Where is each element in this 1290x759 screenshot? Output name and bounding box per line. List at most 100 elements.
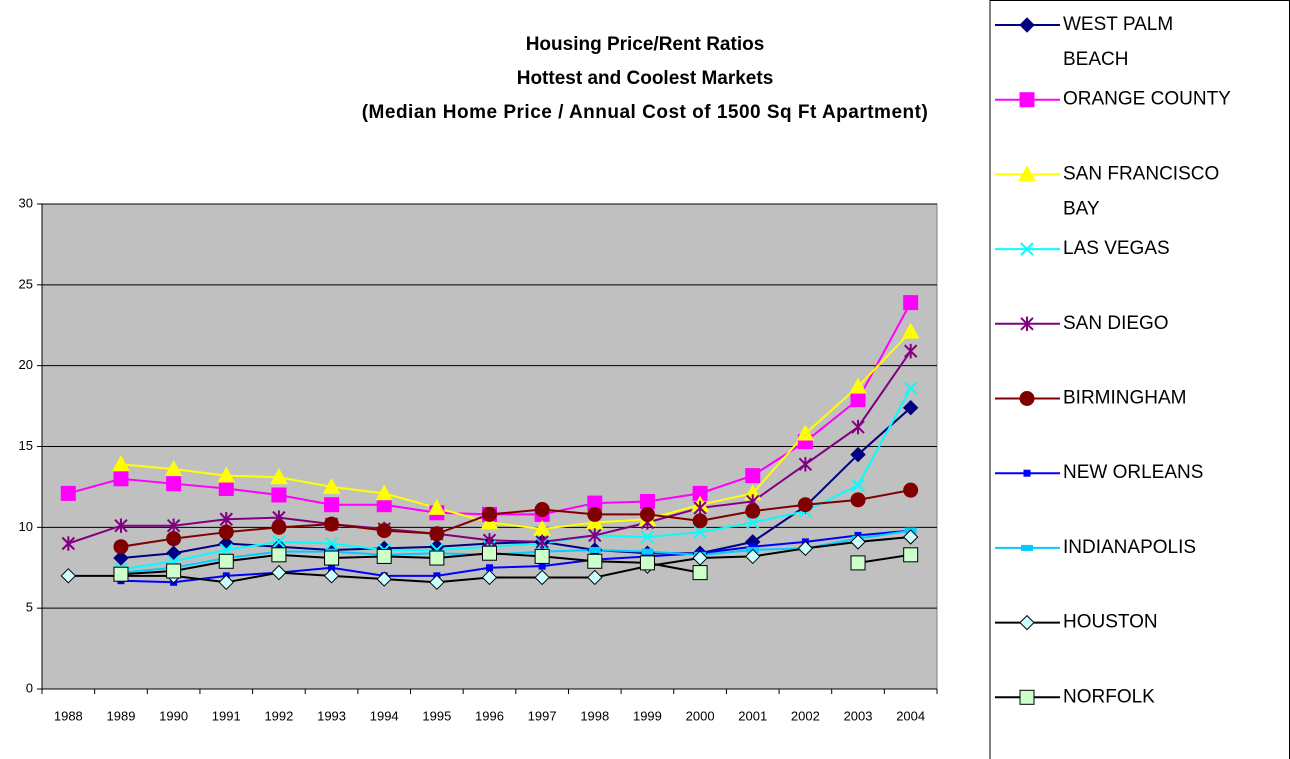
marker (902, 529, 919, 545)
marker (1019, 92, 1035, 108)
marker (745, 468, 761, 484)
legend-label: HOUSTON (1063, 612, 1158, 633)
y-tick-label: 25 (19, 276, 33, 291)
x-tick-label: 2002 (791, 708, 820, 723)
marker (481, 569, 498, 586)
marker (903, 381, 918, 396)
y-tick-label: 10 (19, 519, 33, 534)
series-line (120, 331, 912, 530)
marker (1018, 165, 1036, 182)
marker (113, 539, 129, 555)
series-line (120, 552, 911, 576)
legend-label: INDIANAPOLIS (1063, 537, 1196, 558)
x-tick-label: 1999 (633, 708, 662, 723)
marker (850, 446, 866, 463)
x-tick-label: 1989 (107, 708, 136, 723)
marker (903, 295, 919, 311)
marker (693, 525, 707, 539)
marker (218, 574, 234, 591)
marker (1021, 544, 1033, 551)
marker (482, 533, 497, 548)
marker (429, 550, 445, 566)
marker (271, 519, 287, 535)
marker (218, 553, 234, 569)
marker (534, 548, 550, 564)
x-tick-label: 1994 (370, 708, 399, 723)
marker (538, 562, 546, 570)
marker (271, 487, 287, 503)
series-line (120, 529, 911, 574)
legend-label: BIRMINGHAM (1063, 388, 1187, 409)
marker (271, 564, 287, 581)
marker (535, 534, 549, 550)
marker (112, 455, 130, 472)
marker (851, 478, 865, 493)
marker (166, 518, 181, 533)
x-tick-label: 1992 (264, 708, 293, 723)
marker (851, 419, 865, 435)
marker (218, 524, 234, 540)
x-tick-label: 2004 (896, 708, 925, 723)
legend-label: NORFOLK (1063, 686, 1155, 707)
marker (324, 497, 340, 513)
marker (850, 555, 866, 571)
marker (219, 512, 233, 527)
marker (218, 481, 234, 497)
marker (849, 377, 867, 394)
marker (850, 392, 866, 408)
marker (60, 568, 77, 584)
marker (587, 506, 603, 522)
marker (797, 540, 814, 557)
marker (323, 568, 340, 584)
series-line (120, 529, 911, 584)
marker (429, 574, 445, 591)
marker (639, 506, 655, 522)
chart-title: Hottest and Coolest Markets (517, 68, 774, 89)
marker (903, 547, 919, 563)
marker (692, 565, 708, 581)
marker (322, 477, 341, 494)
x-tick-label: 2000 (686, 708, 715, 723)
marker (588, 546, 601, 553)
marker (324, 536, 339, 551)
marker (797, 497, 813, 513)
marker (1019, 614, 1035, 631)
marker (902, 399, 919, 416)
x-tick-label: 1988 (54, 708, 83, 723)
marker (641, 548, 654, 555)
x-tick-label: 1998 (580, 708, 609, 723)
series-line (120, 489, 911, 548)
y-tick-label: 5 (26, 600, 33, 615)
chart-title: Housing Price/Rent Ratios (526, 34, 765, 55)
x-tick-label: 1995 (422, 708, 451, 723)
marker (61, 536, 76, 551)
marker (375, 484, 394, 501)
marker (745, 548, 761, 565)
marker (746, 515, 760, 530)
marker (798, 457, 813, 472)
marker (324, 550, 340, 566)
x-tick-label: 2003 (844, 708, 873, 723)
marker (796, 424, 815, 441)
marker (534, 502, 550, 518)
marker (272, 535, 286, 549)
y-tick-label: 15 (19, 438, 33, 453)
chart-title: (Median Home Price / Annual Cost of 1500… (362, 102, 929, 123)
y-tick-label: 0 (26, 680, 33, 695)
x-tick-label: 1997 (528, 708, 557, 723)
legend-label: SAN FRANCISCO BAY (1063, 163, 1219, 219)
marker (639, 555, 655, 571)
marker (903, 482, 919, 498)
legend-label: WEST PALM BEACH (1063, 14, 1173, 70)
marker (60, 485, 76, 501)
marker (850, 492, 866, 508)
marker (166, 563, 182, 579)
marker (113, 550, 129, 566)
marker (166, 531, 182, 547)
marker (901, 322, 920, 339)
marker (1019, 17, 1035, 33)
marker (903, 343, 918, 359)
marker (850, 534, 866, 550)
marker (692, 550, 708, 566)
